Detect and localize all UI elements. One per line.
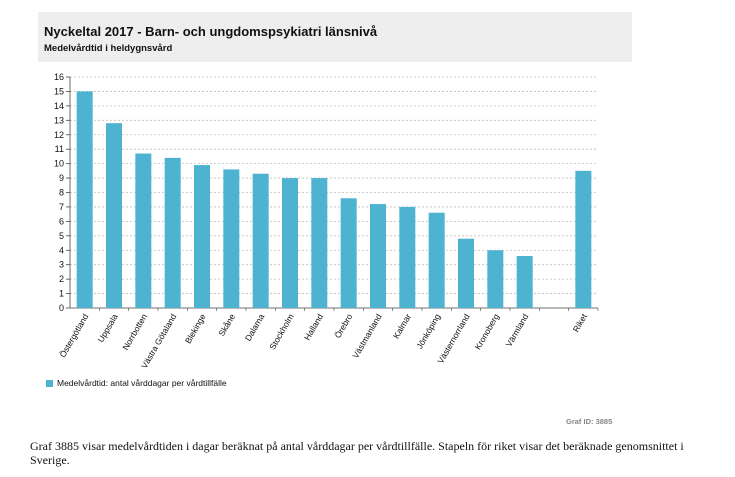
y-tick-label: 2 [59, 274, 64, 284]
bar [399, 206, 416, 308]
x-tick-label: Värmland [504, 312, 531, 349]
bar [370, 204, 386, 308]
x-tick-label: Jönköping [414, 312, 442, 351]
x-tick-label: Kalmar [391, 312, 413, 340]
bar [194, 165, 210, 308]
legend: Medelvårdtid: antal vårddagar per vårdti… [46, 378, 227, 388]
chart-title: Nyckeltal 2017 - Barn- och ungdomspsykia… [44, 24, 378, 39]
y-tick-label: 9 [59, 173, 64, 183]
x-tick-label: Blekinge [183, 312, 208, 345]
bar [282, 178, 298, 308]
x-tick-label: Örebro [333, 312, 355, 340]
caption: Graf 3885 visar medelvårdtiden i dagar b… [30, 439, 684, 467]
y-tick-label: 1 [59, 289, 64, 299]
bar [106, 123, 122, 308]
bar [223, 169, 240, 308]
y-tick-label: 11 [55, 144, 64, 154]
bar [340, 198, 357, 308]
y-tick-label: 12 [54, 130, 64, 140]
y-tick-label: 0 [59, 303, 64, 313]
x-tick-label: Halland [302, 312, 325, 342]
y-tick-label: 4 [59, 245, 64, 255]
y-tick-label: 8 [59, 188, 64, 198]
bar [458, 238, 474, 308]
y-tick-label: 3 [59, 260, 64, 270]
x-tick-label: Uppsala [95, 312, 119, 344]
axes [66, 76, 599, 311]
y-tick-label: 7 [59, 202, 64, 212]
chart-header: Nyckeltal 2017 - Barn- och ungdomspsykia… [38, 12, 632, 62]
bars [76, 91, 592, 308]
x-tick-label: Skåne [216, 312, 237, 338]
legend-swatch [46, 379, 53, 387]
bar [76, 91, 93, 308]
y-tick-label: 16 [54, 72, 64, 82]
gridlines [70, 76, 598, 294]
y-tick-label: 10 [54, 159, 64, 169]
bar [164, 157, 181, 308]
x-tick-label: Västmanland [350, 312, 384, 360]
chart-subtitle: Medelvårdtid i heldygnsvård [44, 43, 173, 54]
y-tick-label: 14 [54, 101, 64, 111]
y-tick-label: 6 [59, 216, 64, 226]
bar [428, 212, 445, 308]
x-tick-label: Norrbotten [120, 312, 149, 352]
bar [516, 256, 533, 308]
bar [311, 178, 328, 308]
graf-id: Graf ID: 3885 [566, 417, 613, 426]
x-tick-label: Riket [571, 311, 590, 333]
x-tick-label: Kronoberg [473, 312, 502, 352]
bar [487, 250, 504, 308]
y-tick-label: 13 [54, 115, 64, 125]
legend-label: Medelvårdtid: antal vårddagar per vårdti… [57, 378, 227, 388]
bar [135, 153, 152, 308]
x-tick-label: Stockholm [267, 312, 296, 351]
y-tick-label: 15 [54, 86, 64, 96]
bar [252, 173, 269, 308]
y-tick-label: 5 [59, 231, 64, 241]
bar [575, 170, 592, 308]
x-tick-label: Östergötland [57, 312, 90, 359]
x-tick-label: Dalarna [243, 312, 267, 343]
